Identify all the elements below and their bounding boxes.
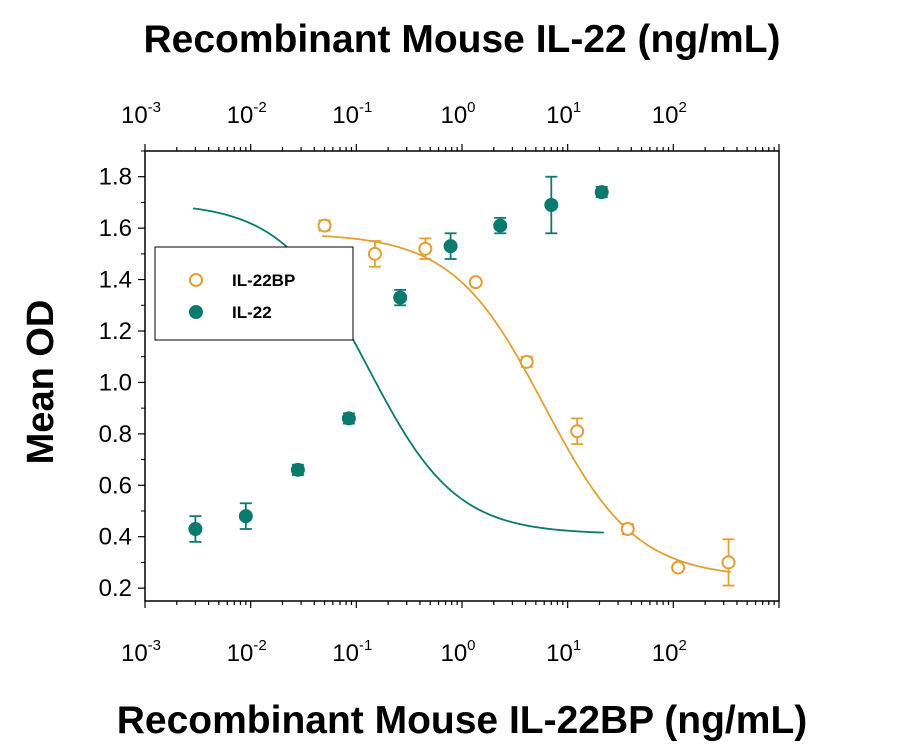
y-tick-label: 1.0 [99, 369, 132, 396]
x-tick-label-top: 10-2 [227, 99, 267, 129]
legend: IL-22BP IL-22 [154, 246, 354, 341]
y-tick-label: 1.8 [99, 164, 132, 191]
y-axis-label: Mean OD [20, 300, 62, 465]
data-point-il-22bp [671, 560, 686, 575]
axes: 10-3 10-3 10-2 10-2 10-1 10-1 100 100 101 101 102 1… [99, 99, 780, 667]
data-point-il-22 [188, 522, 203, 536]
data-point-il-22bp [519, 354, 534, 369]
data-point-il-22 [493, 218, 508, 233]
chart-title: Recombinant Mouse IL-22 (ng/mL) [143, 18, 780, 61]
legend-marker-il-22bp [189, 273, 203, 287]
legend-box [154, 246, 354, 341]
x-tick-label-top: 102 [652, 99, 687, 129]
data-point-il-22 [544, 198, 559, 212]
x-axis-label: Recombinant Mouse IL-22BP (ng/mL) [117, 699, 808, 742]
data-point-il-22 [290, 462, 305, 477]
fit-curves [192, 207, 731, 573]
data-point-il-22bp [468, 275, 483, 290]
data-points [188, 175, 736, 587]
x-tick-label-bottom: 101 [546, 637, 581, 667]
data-point-il-22 [341, 411, 356, 426]
y-tick-label: 1.6 [99, 215, 132, 242]
y-tick-label: 0.8 [99, 421, 132, 448]
y-tick-label: 1.2 [99, 318, 132, 345]
legend-label-il-22bp: IL-22BP [232, 271, 295, 290]
data-point-il-22bp [418, 241, 433, 256]
data-point-il-22 [443, 239, 458, 254]
x-tick-label-bottom: 100 [440, 637, 475, 667]
fit-curve-il-22 [192, 207, 604, 534]
fit-curve-il-22bp [322, 235, 731, 573]
x-tick-label-bottom: 102 [652, 637, 687, 667]
data-point-il-22bp [721, 555, 736, 570]
x-tick-label-bottom: 10-1 [332, 637, 372, 667]
x-tick-label-top: 101 [546, 99, 581, 129]
y-tick-label: 0.4 [99, 524, 132, 551]
data-point-il-22bp [570, 424, 585, 439]
x-tick-label-bottom: 10-2 [227, 637, 267, 667]
data-point-il-22bp [620, 522, 635, 536]
x-tick-label-top: 10-1 [332, 99, 372, 129]
legend-label-il-22: IL-22 [232, 303, 272, 322]
x-tick-label-top: 10-3 [121, 99, 161, 129]
data-point-il-22bp [317, 218, 332, 233]
y-tick-label: 0.2 [99, 575, 132, 602]
data-point-il-22 [238, 509, 253, 524]
data-point-il-22 [594, 185, 609, 200]
x-tick-label-bottom: 10-3 [121, 637, 161, 667]
data-point-il-22bp [367, 246, 382, 261]
y-tick-label: 0.6 [99, 472, 132, 499]
data-point-il-22 [393, 290, 408, 305]
x-tick-label-top: 100 [440, 99, 475, 129]
legend-marker-il-22 [189, 305, 203, 319]
y-tick-label: 1.4 [99, 267, 132, 294]
